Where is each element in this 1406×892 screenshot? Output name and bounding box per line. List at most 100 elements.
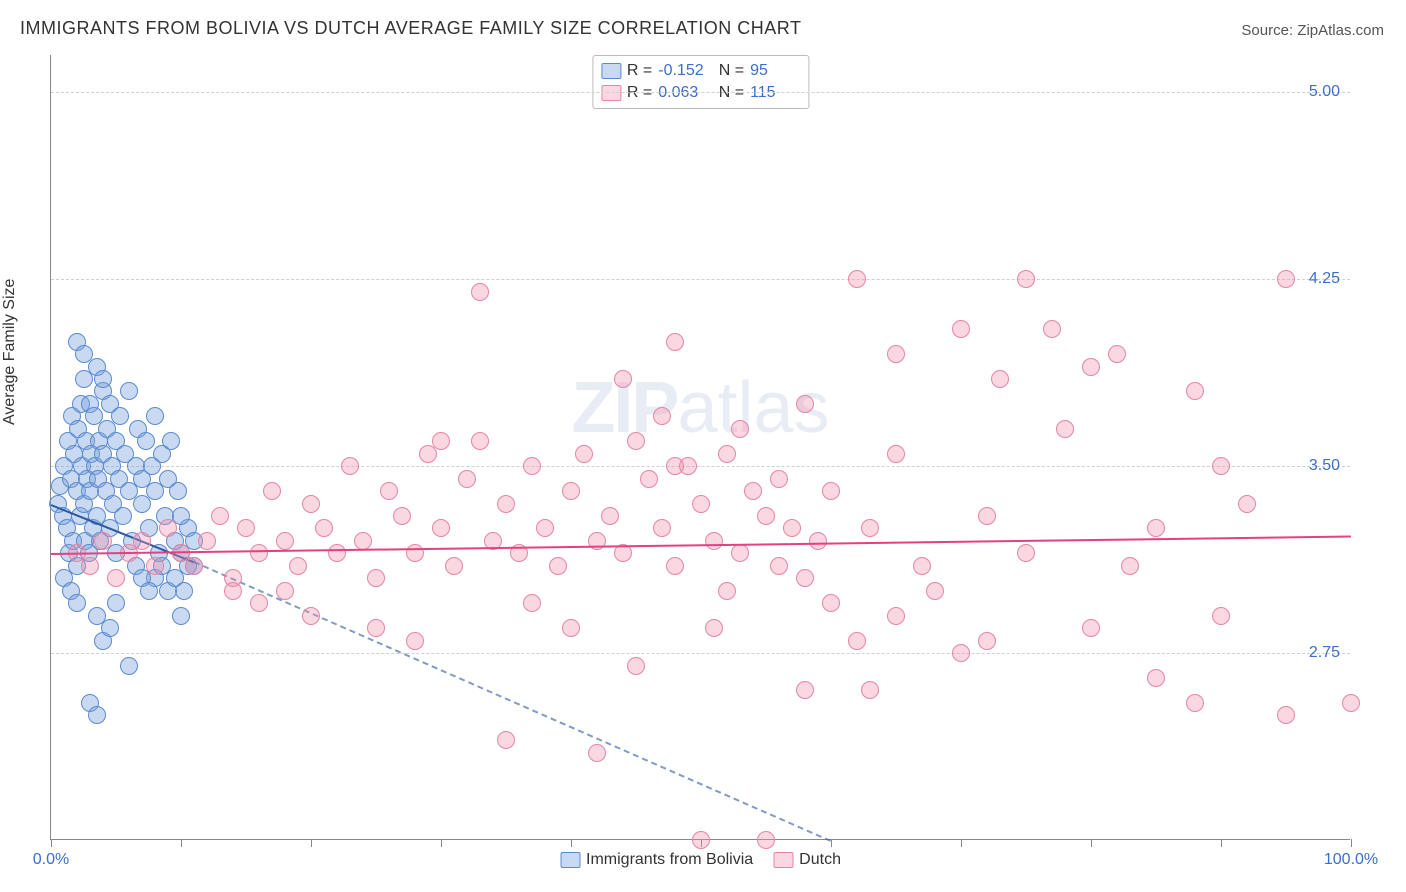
- scatter-point: [1082, 619, 1100, 637]
- y-tick-label: 4.25: [1309, 270, 1340, 288]
- chart-plot-area: ZIPatlas R = -0.152 N = 95 R = 0.063 N =…: [50, 55, 1350, 840]
- scatter-point: [101, 619, 119, 637]
- scatter-point: [887, 607, 905, 625]
- x-tick: [311, 839, 312, 847]
- scatter-point: [562, 619, 580, 637]
- scatter-point: [1017, 270, 1035, 288]
- scatter-point: [887, 345, 905, 363]
- scatter-point: [172, 607, 190, 625]
- scatter-point: [1082, 358, 1100, 376]
- x-tick: [961, 839, 962, 847]
- scatter-point: [224, 582, 242, 600]
- scatter-point: [1147, 519, 1165, 537]
- trend-line: [194, 561, 832, 842]
- scatter-point: [367, 569, 385, 587]
- scatter-point: [1212, 607, 1230, 625]
- x-tick: [1351, 839, 1352, 847]
- gridline-h: [51, 466, 1350, 467]
- scatter-point: [289, 557, 307, 575]
- r-label: R =: [627, 62, 652, 80]
- n-value-series1: 95: [750, 62, 800, 80]
- scatter-point: [380, 482, 398, 500]
- scatter-point: [614, 370, 632, 388]
- trend-line: [51, 536, 1351, 555]
- scatter-point: [302, 607, 320, 625]
- scatter-point: [796, 681, 814, 699]
- scatter-point: [913, 557, 931, 575]
- scatter-point: [1238, 495, 1256, 513]
- scatter-point: [1043, 320, 1061, 338]
- scatter-point: [718, 445, 736, 463]
- scatter-point: [1147, 669, 1165, 687]
- scatter-point: [1108, 345, 1126, 363]
- x-tick: [1221, 839, 1222, 847]
- scatter-point: [432, 519, 450, 537]
- scatter-point: [627, 657, 645, 675]
- scatter-point: [107, 569, 125, 587]
- scatter-point: [640, 470, 658, 488]
- scatter-point: [250, 544, 268, 562]
- scatter-point: [666, 457, 684, 475]
- scatter-point: [705, 619, 723, 637]
- scatter-point: [94, 532, 112, 550]
- scatter-point: [588, 744, 606, 762]
- scatter-point: [166, 569, 184, 587]
- scatter-point: [328, 544, 346, 562]
- scatter-point: [81, 557, 99, 575]
- scatter-point: [978, 632, 996, 650]
- source-label: Source:: [1241, 22, 1297, 39]
- scatter-point: [1017, 544, 1035, 562]
- scatter-point: [432, 432, 450, 450]
- scatter-point: [114, 507, 132, 525]
- scatter-point: [1056, 420, 1074, 438]
- legend-label-series2: Dutch: [799, 851, 841, 869]
- scatter-point: [458, 470, 476, 488]
- scatter-point: [1277, 706, 1295, 724]
- scatter-point: [744, 482, 762, 500]
- scatter-point: [263, 482, 281, 500]
- scatter-point: [146, 407, 164, 425]
- scatter-point: [111, 407, 129, 425]
- scatter-point: [523, 594, 541, 612]
- scatter-point: [692, 495, 710, 513]
- stats-row-series1: R = -0.152 N = 95: [601, 60, 800, 82]
- scatter-point: [1186, 694, 1204, 712]
- scatter-point: [68, 594, 86, 612]
- chart-title: IMMIGRANTS FROM BOLIVIA VS DUTCH AVERAGE…: [20, 18, 801, 39]
- scatter-point: [94, 370, 112, 388]
- scatter-point: [757, 831, 775, 849]
- scatter-point: [705, 532, 723, 550]
- x-tick: [441, 839, 442, 847]
- scatter-point: [523, 457, 541, 475]
- scatter-point: [926, 582, 944, 600]
- y-tick-label: 3.50: [1309, 457, 1340, 475]
- scatter-point: [159, 519, 177, 537]
- r-value-series1: -0.152: [658, 62, 708, 80]
- scatter-point: [471, 283, 489, 301]
- scatter-point: [848, 632, 866, 650]
- scatter-point: [88, 706, 106, 724]
- scatter-point: [796, 569, 814, 587]
- scatter-point: [822, 482, 840, 500]
- gridline-h: [51, 653, 1350, 654]
- bottom-legend: Immigrants from Bolivia Dutch: [560, 851, 841, 869]
- scatter-point: [653, 407, 671, 425]
- legend-swatch-series2: [773, 852, 793, 868]
- scatter-point: [198, 532, 216, 550]
- scatter-point: [627, 432, 645, 450]
- scatter-point: [1342, 694, 1360, 712]
- scatter-point: [1212, 457, 1230, 475]
- legend-item-series1: Immigrants from Bolivia: [560, 851, 753, 869]
- x-tick: [571, 839, 572, 847]
- scatter-point: [575, 445, 593, 463]
- scatter-point: [731, 420, 749, 438]
- scatter-point: [991, 370, 1009, 388]
- scatter-point: [137, 432, 155, 450]
- source-attribution: Source: ZipAtlas.com: [1241, 22, 1384, 39]
- legend-label-series1: Immigrants from Bolivia: [586, 851, 753, 869]
- scatter-point: [692, 831, 710, 849]
- scatter-point: [952, 320, 970, 338]
- scatter-point: [796, 395, 814, 413]
- scatter-point: [887, 445, 905, 463]
- x-tick: [181, 839, 182, 847]
